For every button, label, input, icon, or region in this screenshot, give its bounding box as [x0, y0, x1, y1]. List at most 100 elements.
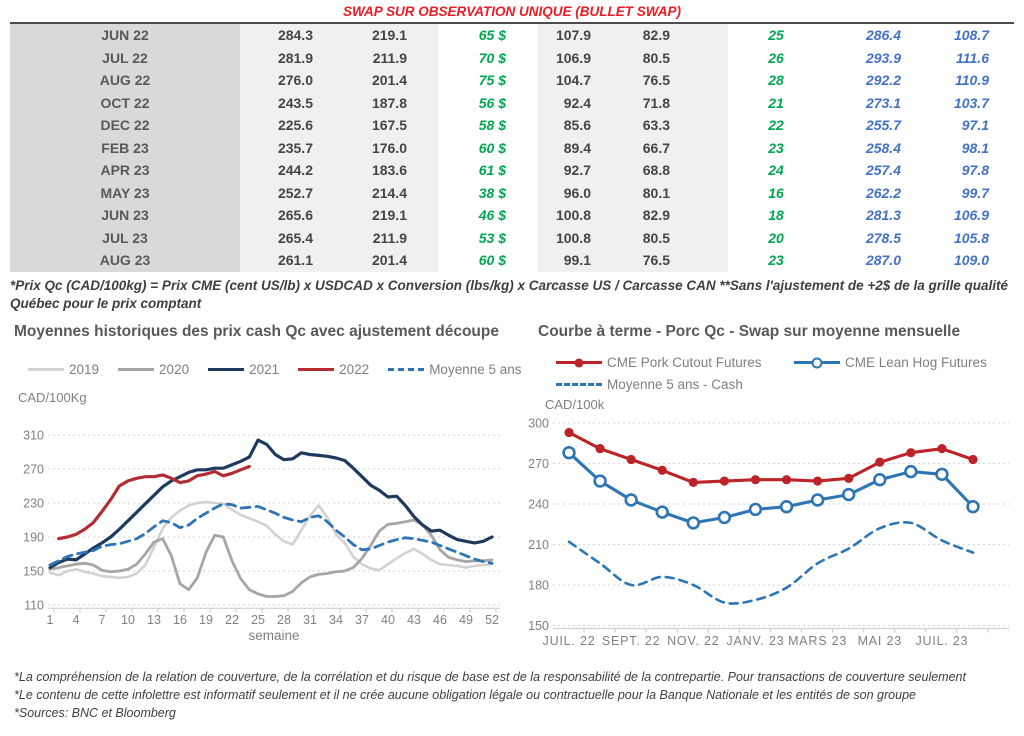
data-point-open — [562, 445, 576, 460]
data-point-open — [717, 510, 732, 525]
x-tick-label: 37 — [355, 613, 369, 627]
legend-item: CME Lean Hog Futures — [794, 355, 987, 370]
data-point-open — [748, 502, 763, 517]
legend-label: Moyenne 5 ans - Cash — [607, 377, 743, 392]
legend-item: 2022 — [298, 362, 369, 377]
data-point-filled — [595, 444, 605, 454]
x-tick-label: 52 — [485, 613, 499, 627]
table-cell: 243.5 — [240, 91, 346, 114]
y-tick-label: 190 — [23, 531, 44, 545]
table-cell: 244.2 — [240, 159, 346, 182]
legend-swatch-line — [118, 363, 155, 377]
right-chart-legend-row2: Moyenne 5 ans - Cash — [556, 377, 794, 392]
legend-line — [556, 383, 602, 386]
table-footnote: *Prix Qc (CAD/100kg) = Prix CME (cent US… — [10, 278, 1009, 311]
x-tick-label: 13 — [147, 613, 161, 627]
table-cell: 293.9 — [865, 49, 901, 66]
series-line-moyenne-5-ans — [48, 502, 494, 567]
table-cell: 97.8 — [961, 162, 989, 178]
table-cell: 108.7 — [953, 27, 989, 43]
table-cell: OCT 22 — [10, 91, 240, 114]
data-point-filled — [657, 465, 667, 475]
table-cell: AUG 22 — [10, 69, 240, 92]
swap-table: JUN 22 284.3 219.1 65 $107.9 82.9 25 286.4 108.… — [10, 24, 1014, 272]
table-cell: 281.3 — [865, 207, 901, 223]
page-title: SWAP SUR OBSERVATION UNIQUE (BULLET SWAP… — [342, 4, 681, 19]
data-point-open — [593, 474, 607, 488]
table-row: AUG 22 276.0 201.4 75 $ 104.7 76.5 28 292.2 110.… — [10, 69, 1014, 92]
legend-label: 2020 — [159, 362, 190, 377]
table-cell: 183.6 — [346, 159, 438, 182]
x-tick-label: 7 — [99, 613, 106, 627]
table-cell: JUN 22 — [10, 24, 240, 47]
table-cell: 18 — [768, 207, 784, 223]
legend-line — [298, 368, 335, 371]
data-point-filled — [750, 475, 761, 485]
y-tick-label: 150 — [23, 565, 44, 579]
legend-label: CME Pork Cutout Futures — [607, 355, 762, 370]
table-cell: 68.8 — [600, 159, 728, 182]
table-cell: 255.7 — [865, 117, 901, 133]
table-cell: 219.1 — [346, 204, 438, 227]
filled-circle-icon — [574, 358, 584, 367]
table-cell: 38 $ — [478, 184, 506, 201]
table-cell: 20 — [768, 229, 784, 246]
table-cell: 100.8 — [538, 226, 600, 249]
table-row: AUG 23 261.1 201.4 60 $ 99.1 76.5 23 287.0 109.0 — [10, 249, 1014, 272]
x-tick-label: 34 — [329, 613, 343, 627]
table-cell: AUG 23 — [10, 249, 240, 272]
table-cell: 265.6 — [240, 204, 346, 227]
legend-item: 2021 — [208, 362, 279, 377]
table-cell: 261.1 — [240, 249, 346, 272]
table-cell: 201.4 — [346, 69, 438, 92]
legend-item: Moyenne 5 ans — [388, 362, 522, 377]
table-cell: 97.1 — [961, 117, 989, 133]
data-point-filled — [937, 444, 947, 454]
table-cell: 76.5 — [600, 69, 728, 92]
table-cell: 92.4 — [538, 91, 600, 114]
table-cell: JUN 23 — [10, 204, 240, 227]
table-cell: 99.7 — [961, 184, 989, 201]
table-row: FEB 23 235.7 176.0 60 $ 89.4 66.7 23 258.4 98.1 — [10, 136, 1014, 159]
table-cell: 110.9 — [955, 72, 989, 88]
legend-swatch-dashed-line — [388, 363, 425, 377]
data-point-filled — [781, 475, 792, 485]
table-row: JUL 22 281.9 211.9 70 $ 106.9 80.5 26 293.9 111.… — [10, 46, 1014, 69]
table-cell: 96.0 — [538, 181, 600, 204]
data-point-filled — [844, 473, 854, 483]
data-point-open — [935, 467, 949, 482]
footnote-line: *La compréhension de la relation de couv… — [14, 670, 966, 684]
table-cell: 60 $ — [478, 139, 506, 156]
table-cell: 100.8 — [538, 204, 600, 227]
y-axis-unit-label: CAD/100k — [545, 397, 605, 412]
x-tick-label: SEPT. 22 — [602, 634, 661, 648]
table-cell: 281.9 — [240, 46, 346, 69]
y-tick-label: 240 — [528, 498, 549, 512]
table-cell: 225.6 — [240, 114, 346, 137]
x-tick-label: MAI 23 — [858, 634, 902, 648]
data-point-filled — [626, 454, 636, 465]
table-cell: 214.4 — [346, 181, 438, 204]
series-line-cme-pork-cutout-futures — [567, 430, 975, 484]
table-cell: JUL 22 — [10, 46, 240, 69]
footnotes: *La compréhension de la relation de couv… — [14, 668, 1014, 722]
legend-label: Moyenne 5 ans — [429, 362, 522, 377]
data-point-filled — [564, 427, 574, 438]
table-cell: 111.6 — [956, 49, 989, 66]
table-cell: 286.4 — [865, 27, 901, 43]
table-cell: 53 $ — [478, 229, 506, 246]
legend-swatch-dashed-line — [556, 378, 602, 392]
legend-swatch-line — [208, 363, 245, 377]
table-row: APR 23 244.2 183.6 61 $ 92.7 68.8 24 257.4 97.8 — [10, 159, 1014, 182]
table-cell: 23 — [768, 252, 784, 268]
table-cell: APR 23 — [10, 159, 240, 182]
data-point-open — [873, 472, 887, 487]
y-tick-label: 270 — [23, 463, 44, 477]
legend-label: CME Lean Hog Futures — [845, 355, 987, 370]
legend-swatch-line — [28, 363, 64, 377]
table-cell: 71.8 — [600, 91, 728, 114]
table-row: OCT 22 243.5 187.8 56 $ 92.4 71.8 21 273.1 103.7 — [10, 91, 1014, 114]
table-cell: 80.1 — [600, 181, 728, 204]
table-cell: 75 $ — [478, 72, 506, 88]
